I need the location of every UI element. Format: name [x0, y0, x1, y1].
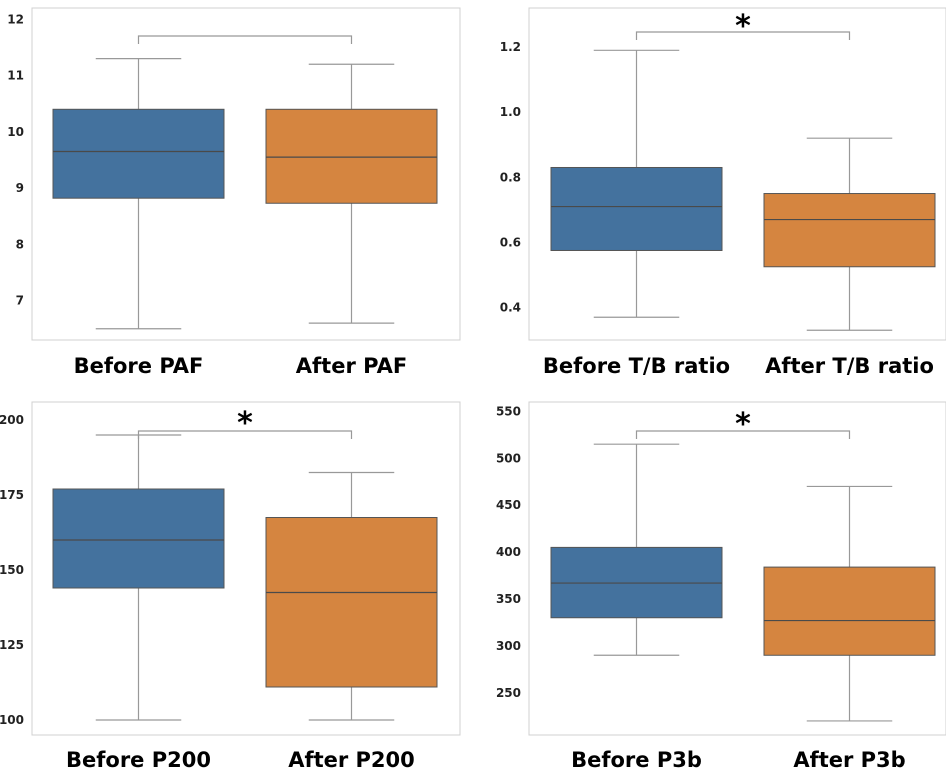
y-tick-label: 7	[16, 294, 24, 308]
category-label: After PAF	[296, 354, 407, 378]
y-tick-label: 11	[7, 69, 24, 83]
plot-frame	[528, 401, 946, 736]
y-tick-label: 1.0	[500, 105, 521, 119]
category-label: Before P200	[66, 748, 211, 772]
significance-bracket	[137, 430, 353, 439]
category-label: After P200	[288, 748, 415, 772]
y-tick-label: 100	[0, 713, 24, 727]
iqr-box	[52, 488, 225, 589]
y-tick-label: 0.6	[500, 235, 521, 249]
y-tick-label: 500	[496, 451, 521, 465]
significance-star: *	[735, 9, 751, 44]
y-tick-label: 125	[0, 638, 24, 652]
iqr-box	[265, 108, 438, 204]
y-tick-label: 10	[7, 125, 24, 139]
y-tick-label: 550	[496, 404, 521, 418]
y-tick-label: 8	[16, 237, 24, 251]
significance-star: *	[735, 407, 751, 442]
plot-frame	[528, 7, 946, 341]
iqr-box	[550, 166, 723, 251]
y-tick-label: 300	[496, 639, 521, 653]
y-tick-label: 175	[0, 488, 24, 502]
y-tick-label: 1.2	[500, 40, 521, 54]
y-tick-label: 350	[496, 592, 521, 606]
iqr-box	[763, 566, 936, 656]
y-tick-label: 200	[0, 413, 24, 427]
category-label: Before PAF	[74, 354, 204, 378]
category-label: After T/B ratio	[765, 354, 934, 378]
y-tick-label: 0.4	[500, 300, 521, 314]
y-tick-label: 0.8	[500, 170, 521, 184]
y-tick-label: 12	[7, 12, 24, 26]
plot-frame	[31, 401, 461, 736]
iqr-box	[265, 517, 438, 688]
category-label: Before P3b	[571, 748, 702, 772]
y-tick-label: 150	[0, 563, 24, 577]
y-tick-label: 450	[496, 498, 521, 512]
significance-bracket	[137, 35, 353, 44]
significance-bracket	[635, 430, 851, 439]
plot-frame	[31, 7, 461, 341]
iqr-box	[763, 193, 936, 268]
y-tick-label: 9	[16, 181, 24, 195]
significance-bracket	[635, 31, 851, 40]
significance-star: *	[237, 406, 253, 441]
category-label: After P3b	[793, 748, 905, 772]
y-tick-label: 400	[496, 545, 521, 559]
category-label: Before T/B ratio	[543, 354, 730, 378]
iqr-box	[52, 108, 225, 199]
y-tick-label: 250	[496, 686, 521, 700]
